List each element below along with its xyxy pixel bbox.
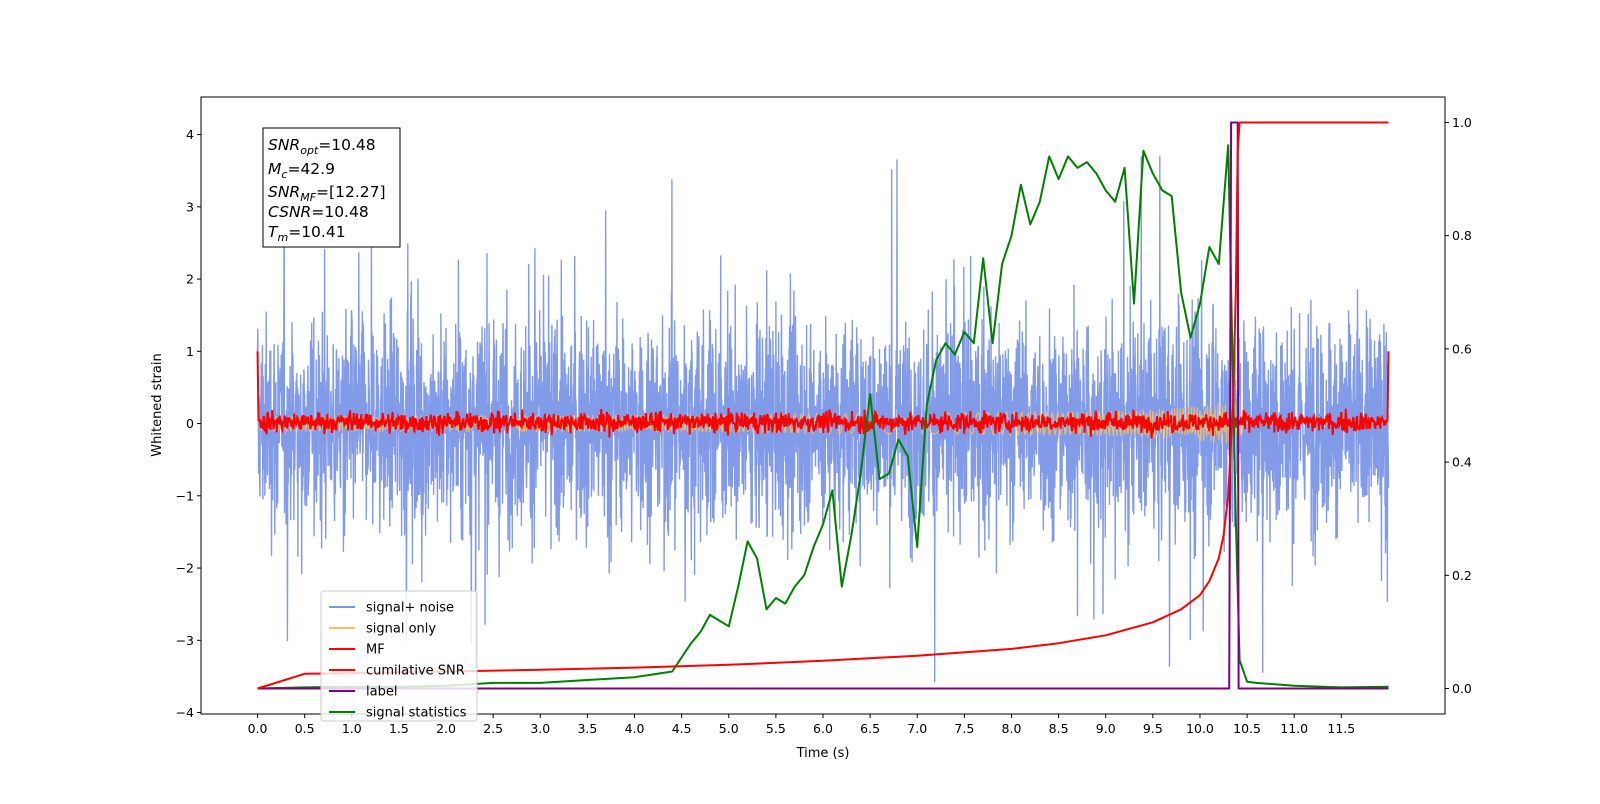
legend-label: cumilative SNR [366,664,465,679]
legend: signal+ noise signal only MF cumilative SNR… [320,590,478,722]
y-tick-label-right: 0.8 [1452,228,1472,243]
info-mc: Mc=42.9 [268,160,335,181]
x-tick-label: 2.5 [483,721,503,736]
x-tick-label: 9.0 [1096,721,1116,736]
x-tick-label: 6.5 [860,721,880,736]
series-signal-statistics [257,144,1389,690]
legend-label: label [366,685,397,700]
legend-label: signal only [366,622,436,637]
x-tick-label: 1.0 [342,721,362,736]
series-cumulative-snr [257,121,1389,690]
y-tick-label-left: 4 [186,127,194,142]
y-tick-label-left: 0 [186,416,194,431]
y-tick-label-right: 1.0 [1452,115,1472,130]
x-axis-label: Time (s) [796,746,850,761]
x-tick-label: 1.5 [389,721,409,736]
y-tick-label-right: 0.6 [1452,341,1472,356]
x-tick-label: 8.5 [1049,721,1069,736]
y-tick-label-left: −3 [176,633,194,648]
y-tick-label-left: −4 [176,705,194,720]
series-mf [256,351,1390,439]
y-tick-label-right: 0.4 [1452,455,1472,470]
x-tick-label: 0.5 [295,721,315,736]
x-tick-label: 0.0 [248,721,268,736]
x-tick-label: 8.0 [1002,721,1022,736]
info-snr-mf: SNRMF=[12.27] [268,183,386,204]
info-box-frame [262,127,401,248]
y-axis-left: 4 3 2 1 0 −1 −2 −3 −4 [176,127,201,720]
x-tick-label: 5.5 [766,721,786,736]
x-axis: 0.0 0.5 1.0 1.5 2.0 2.5 3.0 3.5 4.0 4.5 5.0 5.5 6.0 6… [248,714,1355,736]
y-axis-right: 1.0 0.8 0.6 0.4 0.2 0.0 [1445,115,1472,696]
legend-frame [320,590,478,722]
y-tick-label-left: 1 [186,344,194,359]
x-tick-label: 11.5 [1327,721,1355,736]
x-tick-label: 9.5 [1143,721,1163,736]
x-tick-label: 5.0 [719,721,739,736]
series-layer [256,121,1390,690]
legend-label: signal+ noise [366,601,454,616]
y-axis-label: Whitened strain [150,353,165,456]
x-tick-label: 7.0 [907,721,927,736]
info-csnr: CSNR=10.48 [268,203,369,221]
x-tick-label: 10.5 [1233,721,1261,736]
x-tick-label: 7.5 [954,721,974,736]
info-box: SNRopt=10.48 Mc=42.9 SNRMF=[12.27] CSNR=… [262,127,401,248]
x-tick-label: 4.0 [625,721,645,736]
x-tick-label: 2.0 [436,721,456,736]
x-tick-label: 6.0 [813,721,833,736]
x-tick-label: 11.0 [1280,721,1308,736]
legend-label: MF [366,643,385,658]
y-tick-label-left: −2 [176,561,194,576]
x-tick-label: 3.0 [530,721,550,736]
x-tick-label: 3.5 [577,721,597,736]
legend-label: signal statistics [366,706,467,721]
series-label [257,121,1389,690]
y-tick-label-left: 2 [186,272,194,287]
x-tick-label: 10.0 [1186,721,1214,736]
info-snr-opt: SNRopt=10.48 [268,136,376,157]
x-tick-label: 4.5 [672,721,692,736]
y-tick-label-right: 0.2 [1452,568,1472,583]
info-tm: Tm=10.41 [268,223,346,244]
y-tick-label-left: 3 [186,199,194,214]
y-tick-label-right: 0.0 [1452,681,1472,696]
y-tick-label-left: −1 [176,488,194,503]
